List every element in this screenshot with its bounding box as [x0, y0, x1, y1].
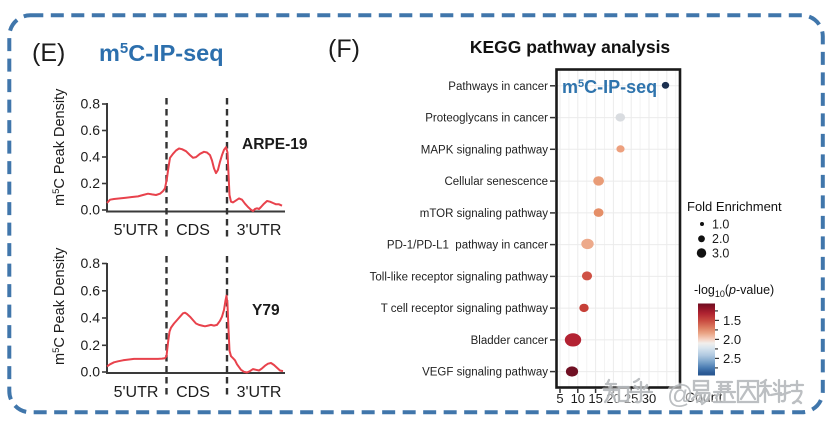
svg-text:5'UTR: 5'UTR — [114, 384, 159, 401]
svg-text:CDS: CDS — [176, 222, 210, 239]
svg-text:0.2: 0.2 — [81, 337, 101, 353]
svg-text:T cell receptor signaling path: T cell receptor signaling pathway — [381, 303, 549, 315]
svg-text:1.0: 1.0 — [712, 217, 729, 231]
svg-text:m5C Peak Density: m5C Peak Density — [51, 88, 68, 206]
svg-text:KEGG pathway analysis: KEGG pathway analysis — [470, 37, 671, 57]
svg-text:-log10(p-value): -log10(p-value) — [694, 283, 774, 299]
svg-text:Y79: Y79 — [252, 302, 280, 319]
svg-text:MAPK signaling pathway: MAPK signaling pathway — [421, 144, 548, 156]
svg-text:2.0: 2.0 — [723, 332, 741, 347]
svg-text:0.4: 0.4 — [81, 149, 101, 165]
svg-text:2.5: 2.5 — [723, 351, 741, 366]
svg-text:2.0: 2.0 — [712, 232, 729, 246]
svg-text:0.0: 0.0 — [81, 364, 101, 380]
svg-text:15: 15 — [588, 391, 602, 406]
svg-text:0.8: 0.8 — [81, 255, 101, 271]
svg-text:5'UTR: 5'UTR — [114, 222, 159, 239]
svg-text:0.4: 0.4 — [81, 310, 101, 326]
svg-text:Bladder cancer: Bladder cancer — [471, 335, 549, 347]
svg-text:3'UTR: 3'UTR — [237, 384, 282, 401]
svg-text:5: 5 — [556, 391, 563, 406]
svg-text:CDS: CDS — [176, 384, 210, 401]
svg-text:ARPE-19: ARPE-19 — [242, 136, 308, 153]
svg-text:0.6: 0.6 — [81, 122, 101, 138]
svg-text:Toll-like receptor signaling p: Toll-like receptor signaling pathway — [370, 271, 549, 283]
svg-text:@: @ — [667, 379, 693, 409]
svg-text:0.0: 0.0 — [81, 202, 101, 218]
svg-text:VEGF signaling pathway: VEGF signaling pathway — [422, 367, 548, 379]
svg-text:m5C Peak Density: m5C Peak Density — [51, 247, 68, 365]
svg-text:(F): (F) — [328, 35, 360, 63]
svg-text:0.2: 0.2 — [81, 175, 101, 191]
svg-text:mTOR signaling pathway: mTOR signaling pathway — [420, 208, 549, 220]
svg-text:(E): (E) — [32, 39, 65, 67]
svg-text:3.0: 3.0 — [712, 246, 729, 260]
svg-text:0.6: 0.6 — [81, 282, 101, 298]
svg-text:m5C-IP-seq: m5C-IP-seq — [562, 77, 657, 97]
svg-text:3'UTR: 3'UTR — [237, 222, 282, 239]
svg-text:1.5: 1.5 — [723, 313, 741, 328]
svg-text:0.8: 0.8 — [81, 96, 101, 112]
svg-text:Proteoglycans in cancer: Proteoglycans in cancer — [425, 113, 548, 125]
svg-text:PD-1/PD-L1 pathway in cancer: PD-1/PD-L1 pathway in cancer — [387, 240, 548, 252]
svg-text:Cellular senescence: Cellular senescence — [444, 176, 548, 188]
svg-text:Fold Enrichment: Fold Enrichment — [687, 199, 782, 214]
svg-text:30: 30 — [642, 391, 656, 406]
svg-text:m5C-IP-seq: m5C-IP-seq — [99, 40, 224, 66]
svg-text:Pathways in cancer: Pathways in cancer — [448, 81, 548, 93]
svg-text:10: 10 — [571, 391, 585, 406]
